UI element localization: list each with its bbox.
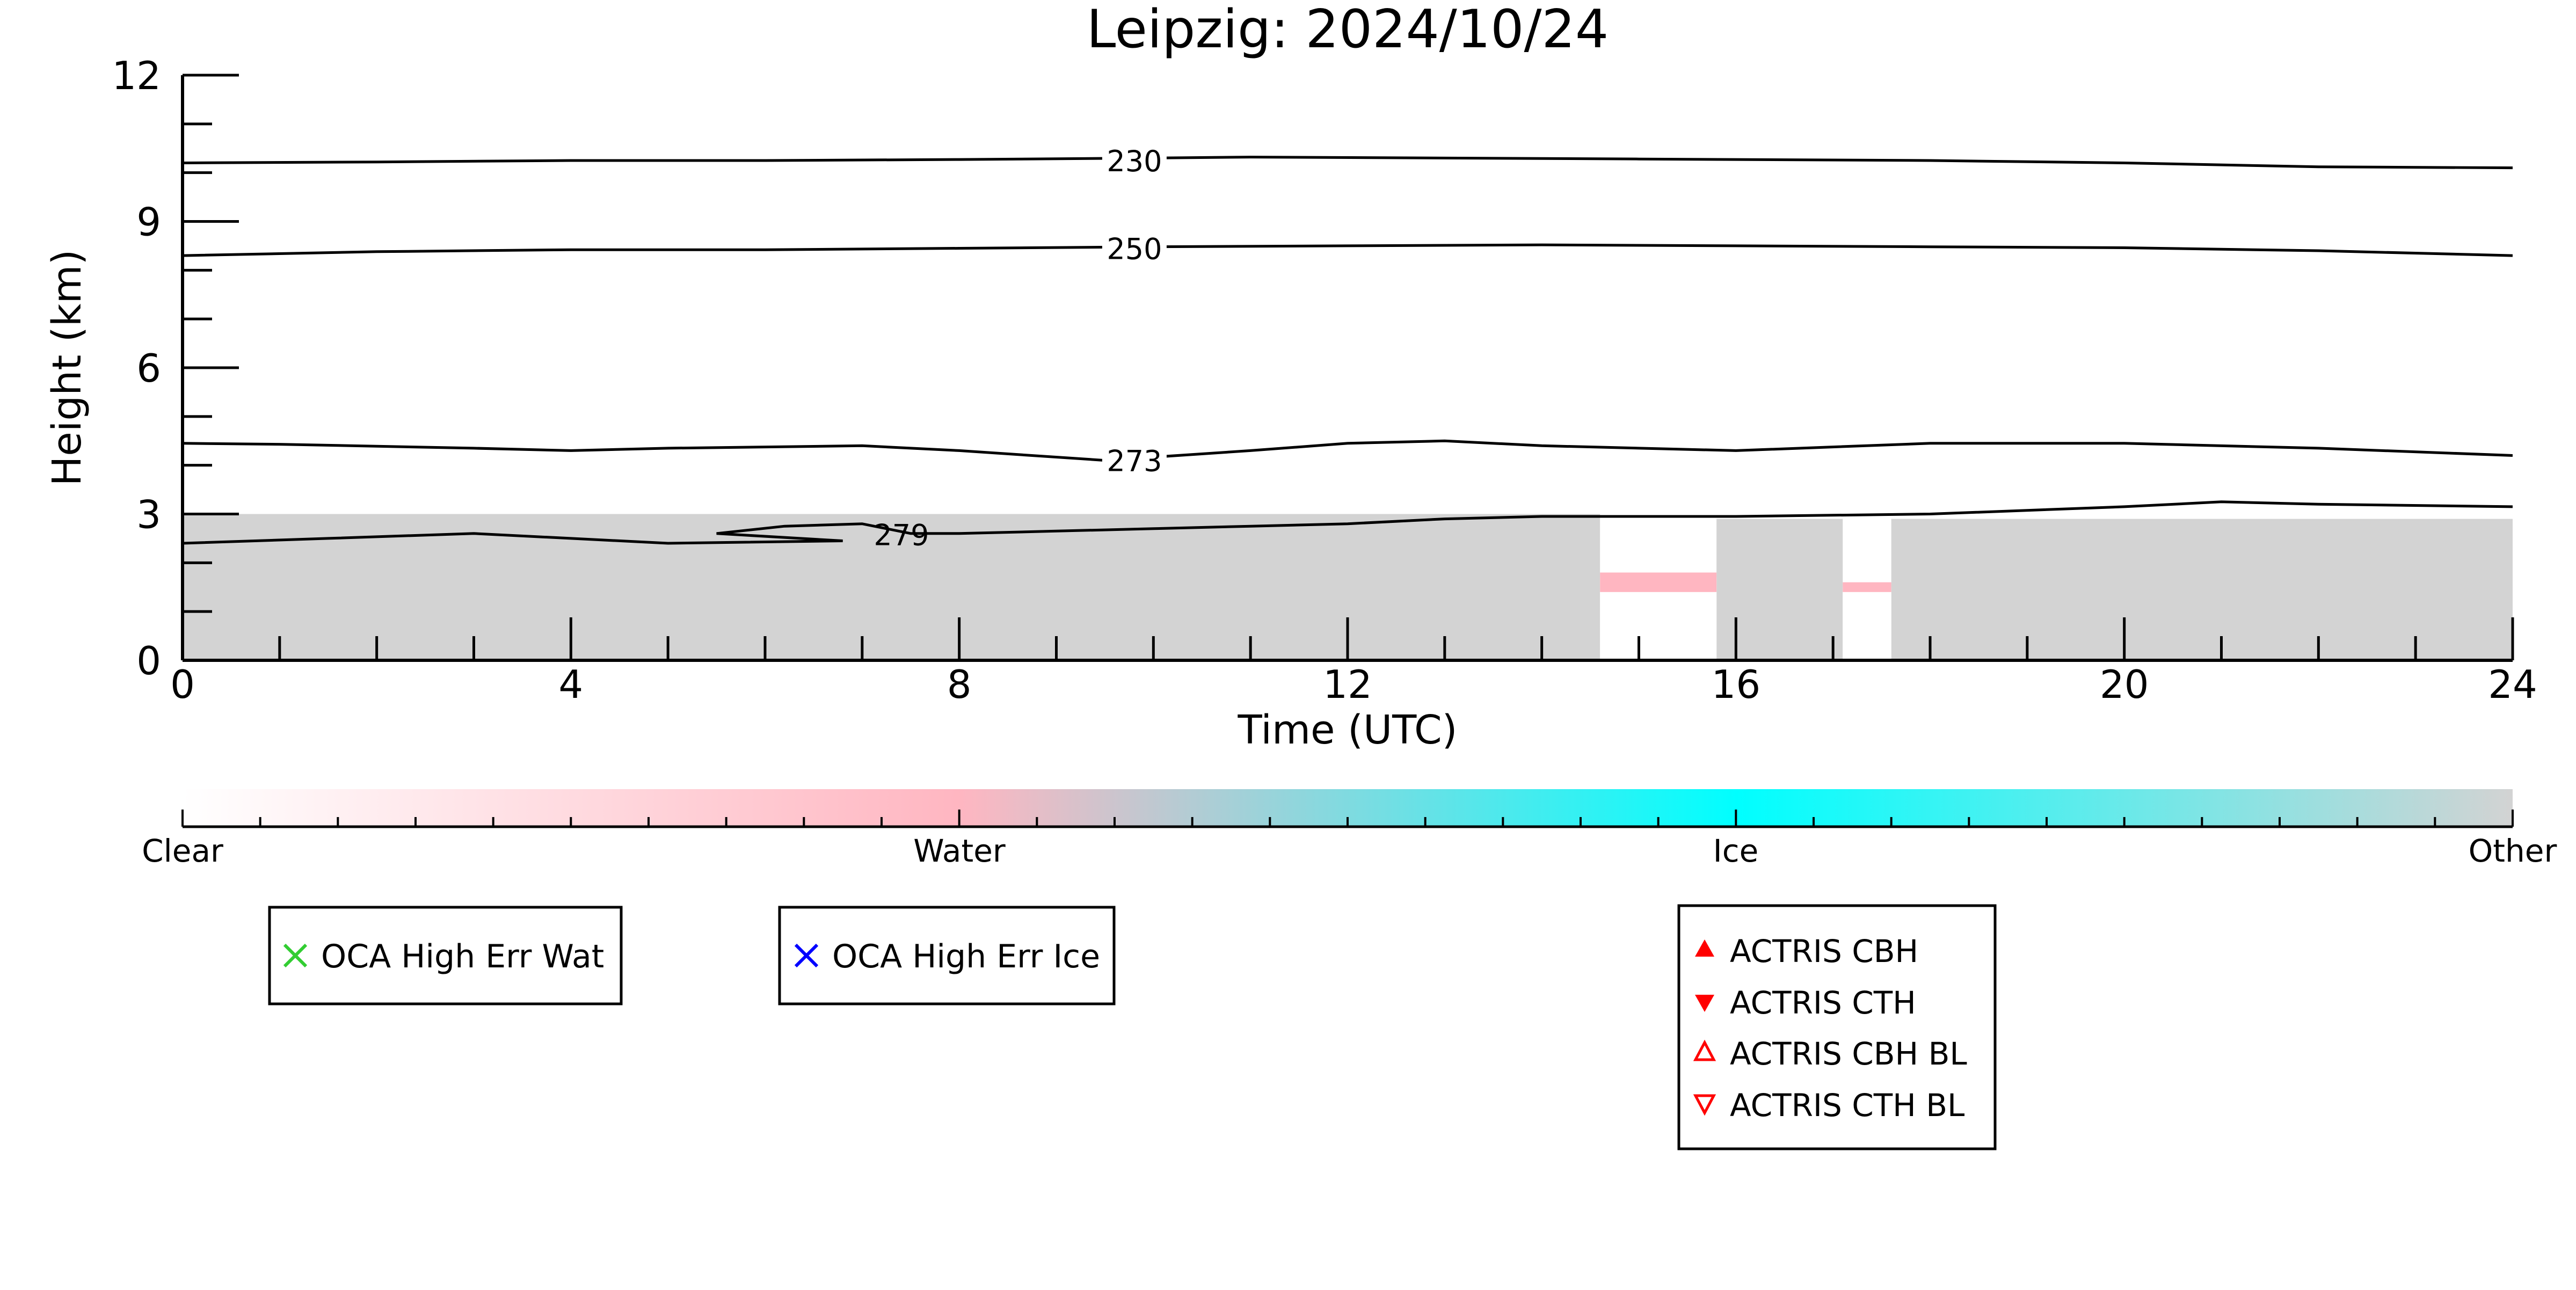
triangle-up-filled-icon [1695,939,1714,957]
axis-ticks: 0 4 8 12 16 20 24 0 3 6 9 12 [112,53,2537,707]
temperature-contours [183,156,2513,545]
x-axis-label: Time (UTC) [1237,707,1457,753]
phase-colorbar: Clear Water Ice Other [142,789,2557,869]
contour-label-bg [1102,143,1167,178]
phase-region-other [1891,519,2513,660]
phase-region-clear [1843,587,1891,660]
triangle-down-filled-icon [1695,995,1714,1012]
x-tick-label: 20 [2100,662,2149,707]
colorbar-label-water: Water [913,833,1006,869]
colorbar-label-other: Other [2469,833,2557,869]
legend-label: OCA High Err Wat [321,938,604,975]
legend-actris: ACTRIS CBH ACTRIS CTH ACTRIS CBH BL ACTR… [1677,904,1997,1150]
contour-line-250 [183,243,2513,257]
contour-label-273: 273 [1107,444,1162,478]
cloud-phase-field [183,514,2513,660]
phase-region-water [1600,572,1717,592]
y-tick-label: 6 [136,346,161,391]
phase-region-water [1843,582,1891,592]
contour-line-279 [183,500,2513,545]
y-tick-label: 12 [112,53,161,98]
chart-title: Leipzig: 2024/10/24 [1087,0,1609,60]
contour-label-230: 230 [1107,144,1162,178]
y-axis-label: Height (km) [44,250,90,486]
y-tick-label: 3 [136,492,161,537]
x-tick-label: 24 [2488,662,2537,707]
x-tick-label: 12 [1323,662,1372,707]
legend-box [778,906,1116,1005]
contour-label-279: 279 [874,519,929,552]
y-tick-label: 0 [136,638,161,683]
legend-label: ACTRIS CTH BL [1730,1087,1964,1124]
x-tick-label: 4 [558,662,583,707]
x-tick-label: 16 [1712,662,1761,707]
phase-region-other [1716,519,1843,660]
x-tick-label: 0 [170,662,195,707]
triangle-down-open-icon [1693,1094,1716,1116]
triangle-up-open-icon [1693,1039,1716,1061]
contour-label-bg [1102,443,1167,478]
phase-region-other [183,514,1600,660]
contour-line-273 [183,439,2513,462]
x-tick-label: 8 [947,662,972,707]
legend-box [268,906,623,1005]
legend-oca-water: OCA High Err Wat [268,906,623,1005]
contour-label-250: 250 [1107,232,1162,266]
y-tick-label: 9 [136,200,161,245]
colorbar-label-ice: Ice [1713,833,1759,869]
colorbar-label-clear: Clear [142,833,223,869]
legend-label: OCA High Err Ice [832,938,1100,975]
legend-label: ACTRIS CTH [1730,985,1916,1021]
legend-box [1677,904,1997,1150]
x-marker-icon [794,943,819,968]
contour-labels: 230 250 273 279 [874,143,1167,552]
contour-label-bg [1102,231,1167,266]
colorbar-ticks [181,810,2514,827]
legend-label: ACTRIS CBH BL [1730,1036,1967,1072]
legend-oca-ice: OCA High Err Ice [778,906,1116,1005]
contour-line-230 [183,156,2513,170]
legend-label: ACTRIS CBH [1730,933,1918,970]
x-marker-icon [283,943,308,968]
